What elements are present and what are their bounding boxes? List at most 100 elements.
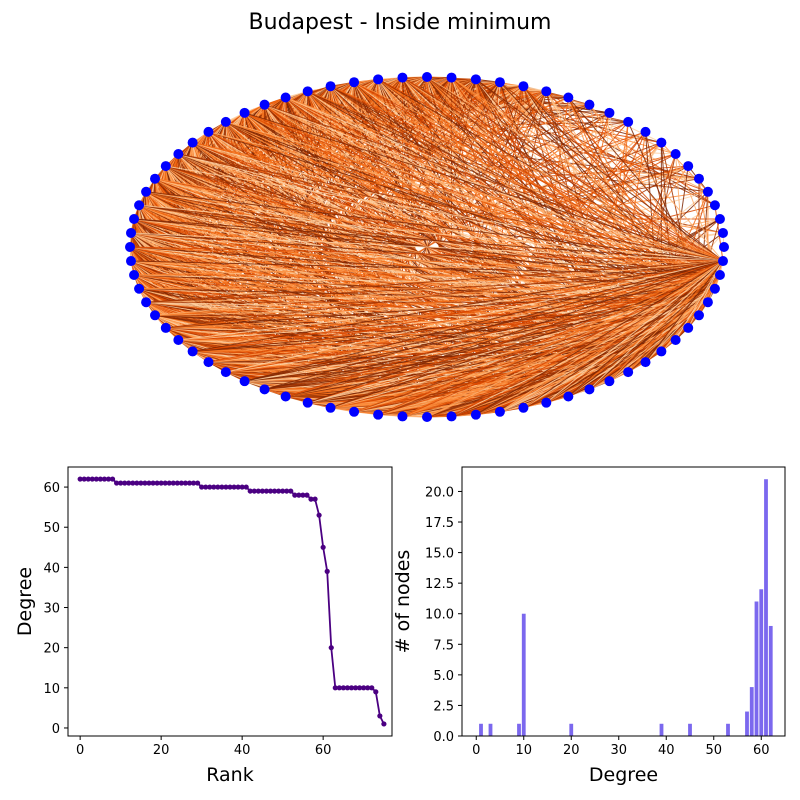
rank-point: [118, 480, 124, 486]
rank-point: [280, 488, 286, 494]
rank-point: [162, 480, 168, 486]
network-node: [397, 411, 408, 422]
network-edge: [627, 260, 724, 373]
y-tick-label: 7.5: [433, 638, 454, 653]
network-edge: [244, 260, 724, 382]
network-node: [714, 214, 725, 225]
network-edge: [426, 260, 724, 418]
network-node: [717, 227, 728, 238]
network-edge: [499, 274, 721, 413]
y-tick-label: 40: [43, 561, 60, 576]
rank-point: [276, 488, 282, 494]
rank-point: [89, 476, 95, 482]
network-edge: [264, 104, 724, 262]
hist-bar: [768, 625, 773, 736]
network-node: [160, 322, 171, 333]
network-edge: [307, 90, 724, 262]
rank-point: [251, 488, 257, 494]
network-node: [280, 92, 291, 103]
network-edge: [475, 78, 724, 262]
hist-bar: [488, 723, 493, 736]
rank-point: [255, 488, 261, 494]
network-node: [187, 346, 198, 357]
x-tick-label: 40: [658, 743, 675, 758]
network-node: [702, 186, 713, 197]
rank-point: [207, 484, 213, 490]
rank-point: [146, 480, 152, 486]
rank-point: [336, 685, 342, 691]
x-tick-label: 60: [753, 743, 770, 758]
network-node: [373, 74, 384, 85]
rank-point: [186, 480, 193, 486]
rank-point: [122, 480, 128, 486]
network-node: [541, 86, 552, 97]
rank-point: [324, 568, 330, 574]
network-node: [670, 334, 681, 345]
network-edge: [208, 131, 724, 262]
network-edge: [285, 97, 724, 262]
rank-point: [211, 484, 217, 490]
network-node: [141, 186, 152, 197]
network-node: [325, 81, 336, 92]
rank-point: [259, 488, 265, 494]
network-node: [129, 269, 140, 280]
x-tick-label: 60: [315, 743, 332, 758]
network-edge: [499, 288, 716, 413]
network-edge: [353, 350, 662, 413]
rank-point: [361, 685, 367, 691]
network-node: [239, 376, 250, 387]
network-node: [259, 99, 270, 110]
network-edge: [130, 232, 724, 262]
network-node: [203, 126, 214, 137]
network-edge: [353, 81, 724, 262]
rank-point: [174, 480, 180, 486]
network-node: [373, 409, 384, 420]
y-tick-label: 0.0: [433, 730, 454, 745]
y-tick-label: 50: [43, 521, 60, 536]
network-edge: [499, 81, 724, 262]
rank-point: [105, 476, 112, 482]
network-edge: [377, 78, 724, 262]
rank-point: [284, 488, 290, 494]
rank-point: [219, 484, 225, 490]
network-node: [714, 269, 725, 280]
network-node: [683, 322, 694, 333]
rank-point: [312, 496, 318, 502]
network-node: [173, 334, 184, 345]
rank-point: [292, 492, 298, 498]
network-edge: [545, 260, 724, 404]
network-edge: [609, 260, 724, 382]
network-edge: [165, 260, 724, 329]
network-edge: [589, 104, 724, 262]
network-node: [623, 116, 634, 127]
network-node: [187, 137, 198, 148]
rank-point: [199, 484, 205, 490]
network-edge: [192, 260, 724, 352]
rank-point: [195, 480, 201, 486]
x-tick-label: 40: [234, 743, 251, 758]
network-edge: [244, 288, 716, 382]
network-node: [325, 402, 336, 413]
rank-point: [203, 484, 209, 490]
network-edge: [609, 274, 721, 382]
network-edge: [146, 260, 724, 303]
y-tick-label: 0: [52, 722, 60, 737]
network-edge: [192, 142, 724, 262]
network-node: [518, 402, 529, 413]
network-node: [470, 74, 481, 85]
y-tick-label: 15.0: [425, 547, 454, 562]
rank-point: [178, 480, 184, 486]
network-edge: [475, 301, 709, 416]
rank-point: [288, 488, 294, 494]
network-node: [494, 77, 505, 88]
hist-bar: [745, 711, 749, 736]
rank-point: [320, 544, 326, 550]
network-node: [563, 391, 574, 402]
rank-point: [138, 480, 144, 486]
network-edge: [475, 288, 716, 416]
rank-point: [166, 480, 172, 486]
network-node: [220, 116, 231, 127]
y-tick-label: 30: [43, 602, 60, 617]
network-edge: [475, 78, 721, 276]
y-tick-label: 12.5: [425, 577, 454, 592]
